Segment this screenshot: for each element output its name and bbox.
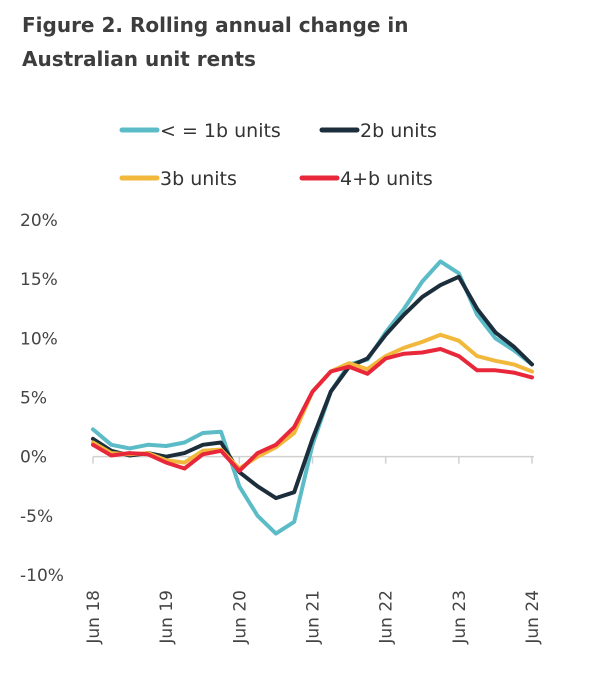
x-tick-label: Jun 22 [377, 590, 397, 645]
x-tick-label: Jun 19 [157, 590, 177, 645]
y-tick-label: 10% [20, 329, 58, 349]
chart-title: Figure 2. Rolling annual change in Austr… [22, 13, 409, 71]
y-tick-label: 5% [20, 389, 47, 409]
x-tick-label: Jun 18 [84, 590, 104, 645]
legend-label: 4+b units [340, 168, 433, 190]
legend-label: 3b units [160, 168, 237, 190]
y-tick-label: -10% [20, 566, 64, 586]
legend-label: 2b units [360, 120, 437, 142]
y-tick-label: 0% [20, 448, 47, 468]
series-line-0 [91, 259, 534, 536]
x-tick-label: Jun 20 [230, 590, 250, 645]
legend-label: < = 1b units [160, 120, 281, 142]
x-tick-label: Jun 23 [450, 590, 470, 645]
series-line-1 [91, 274, 534, 501]
y-tick-label: -5% [20, 507, 53, 527]
y-tick-label: 20% [20, 211, 58, 231]
series-line-3 [91, 347, 534, 473]
x-tick-label: Jun 24 [523, 590, 543, 645]
y-tick-label: 15% [20, 270, 58, 290]
x-tick-label: Jun 21 [304, 590, 324, 645]
